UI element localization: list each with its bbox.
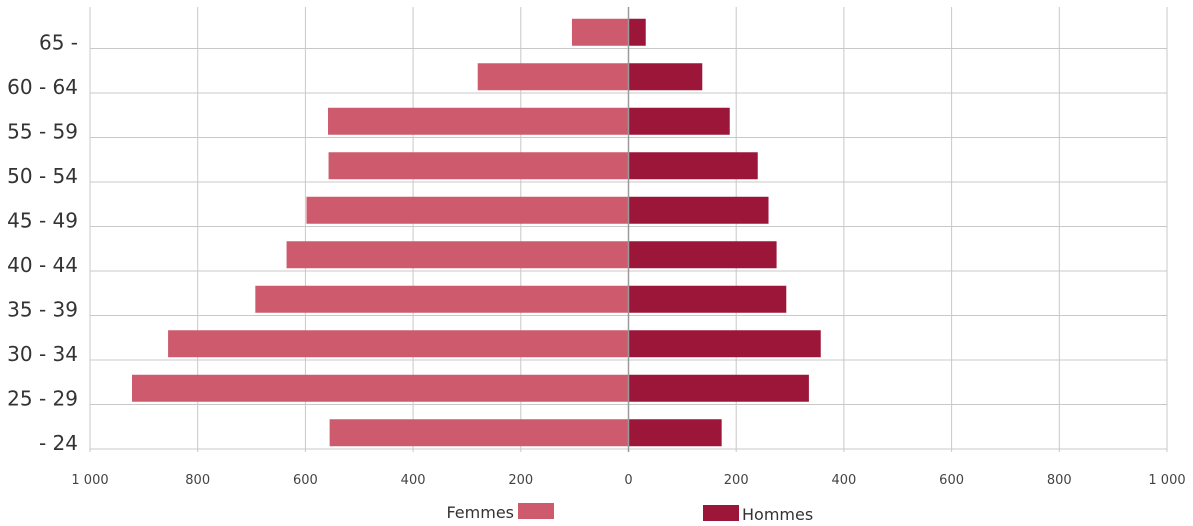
x-tick-labels: 1 000 800 600 400 200 0 200 400 600 800 1 000 (71, 473, 1185, 488)
x-tick-label-10: 1 000 (1148, 473, 1185, 488)
bar-hommes-45-49 (628, 196, 769, 224)
x-tick-label-6: 200 (724, 473, 749, 488)
bar-femmes-45-49 (306, 196, 629, 224)
x-tick-label-4: 200 (508, 473, 533, 488)
legend: Femmes Hommes (446, 503, 813, 524)
x-tick-label-1: 800 (185, 473, 210, 488)
category-label-25-29: 25 - 29 (7, 387, 78, 411)
bar-hommes-65 (628, 18, 646, 46)
bar-hommes-40-44 (628, 241, 777, 269)
category-label-50-54: 50 - 54 (7, 164, 78, 188)
legend-label-hommes: Hommes (742, 505, 813, 524)
x-tick-label-9: 800 (1047, 473, 1072, 488)
bar-femmes-60-64 (477, 63, 629, 91)
bar-femmes-65 (571, 18, 629, 46)
bar-hommes-24 (628, 419, 722, 447)
x-tick-label-8: 600 (939, 473, 964, 488)
category-label-55-59: 55 - 59 (7, 120, 78, 144)
category-labels: 65 - 60 - 64 55 - 59 50 - 54 45 - 49 40 - 44 3… (7, 31, 78, 456)
bar-hommes-60-64 (628, 63, 703, 91)
bar-hommes-30-34 (628, 330, 821, 358)
category-label-24: - 24 (39, 431, 78, 455)
bar-hommes-50-54 (628, 152, 758, 180)
x-tick-label-2: 600 (293, 473, 318, 488)
category-label-60-64: 60 - 64 (7, 75, 78, 99)
bar-femmes-55-59 (328, 107, 629, 135)
legend-label-femmes: Femmes (446, 503, 514, 522)
bar-femmes-30-34 (168, 330, 629, 358)
category-label-65: 65 - (39, 31, 78, 55)
bar-femmes-40-44 (286, 241, 629, 269)
bar-femmes-35-39 (255, 285, 629, 313)
x-tick-label-7: 400 (831, 473, 856, 488)
category-label-30-34: 30 - 34 (7, 342, 78, 366)
x-tick-label-0: 1 000 (71, 473, 108, 488)
bar-hommes-55-59 (628, 107, 730, 135)
bar-hommes-25-29 (628, 374, 809, 402)
bar-femmes-25-29 (132, 374, 629, 402)
legend-swatch-hommes (703, 505, 739, 521)
bar-femmes-50-54 (328, 152, 629, 180)
bar-femmes-24 (329, 419, 629, 447)
legend-swatch-femmes (518, 503, 554, 519)
x-tick-label-5: 0 (624, 473, 632, 488)
category-label-40-44: 40 - 44 (7, 253, 78, 277)
x-tick-label-3: 400 (401, 473, 426, 488)
category-label-35-39: 35 - 39 (7, 298, 78, 322)
category-label-45-49: 45 - 49 (7, 209, 78, 233)
bar-hommes-35-39 (628, 285, 787, 313)
bars (132, 18, 821, 447)
